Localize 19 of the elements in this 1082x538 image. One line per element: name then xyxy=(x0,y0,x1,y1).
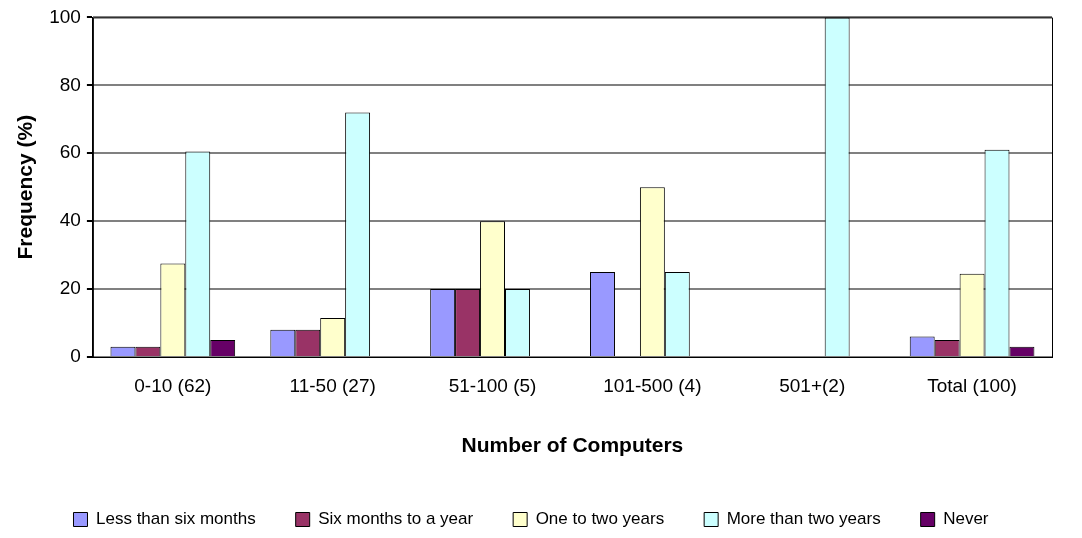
legend-label: Never xyxy=(943,509,989,529)
x-tick-label: 501+(2) xyxy=(779,374,846,396)
y-tick-label: 40 xyxy=(59,209,81,231)
y-tick-label: 0 xyxy=(70,345,81,367)
legend-label: More than two years xyxy=(726,509,881,529)
x-tick-label: 101-500 (4) xyxy=(603,374,702,396)
legend-label: Less than six months xyxy=(95,509,256,529)
x-tick-label: 11-50 (27) xyxy=(289,374,376,396)
y-tick-label: 80 xyxy=(59,73,81,95)
y-tick-label: 60 xyxy=(59,141,81,163)
y-axis-title: Frequency (%) xyxy=(13,114,37,260)
y-tick-label: 100 xyxy=(49,5,81,27)
x-axis-title: Number of Computers xyxy=(461,433,684,457)
y-tick-label: 20 xyxy=(59,277,81,299)
x-tick-label: 51-100 (5) xyxy=(448,374,537,396)
x-tick-label: Total (100) xyxy=(927,374,1017,396)
x-tick-label: 0-10 (62) xyxy=(134,374,212,396)
legend-label: One to two years xyxy=(535,509,665,529)
legend-label: Six months to a year xyxy=(318,509,474,529)
